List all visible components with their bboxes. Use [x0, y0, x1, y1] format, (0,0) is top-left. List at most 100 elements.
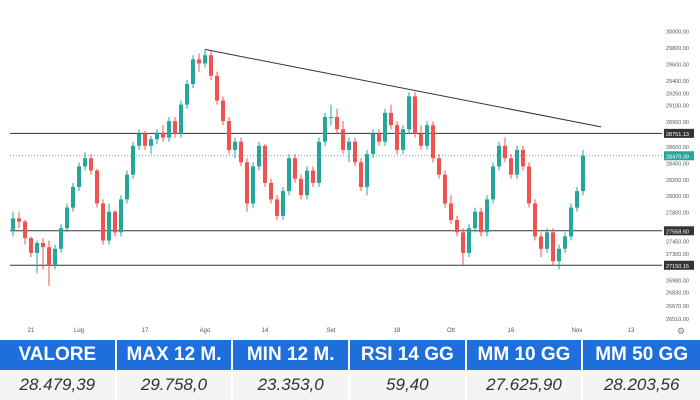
candle-body — [167, 121, 171, 138]
x-tick-label: 13 — [628, 328, 635, 334]
candle-body — [413, 96, 417, 134]
price-chart: 30000.00 29800.00 29600.00 29400.00 29250.00… — [10, 29, 694, 337]
candle-body — [35, 243, 39, 253]
y-tick-label: 27450.00 — [666, 240, 689, 246]
candle-body — [203, 55, 207, 64]
candle-body — [455, 219, 459, 233]
candle-body — [197, 59, 201, 64]
candle-body — [341, 129, 345, 150]
level-price-tag — [664, 226, 694, 236]
candle-body — [431, 125, 435, 159]
candle-body — [293, 158, 297, 179]
candle-body — [125, 174, 129, 200]
level-price-label: 27568.60 — [666, 229, 689, 235]
candle-body — [449, 203, 453, 220]
candle-body — [545, 232, 549, 249]
candle-body — [257, 145, 261, 167]
candle-body — [263, 145, 267, 183]
candle-body — [209, 55, 213, 76]
candle-body — [359, 162, 363, 188]
last-price-tag — [664, 151, 694, 161]
candle-body — [161, 132, 165, 138]
candle-body — [371, 133, 375, 155]
level-price-tag — [664, 128, 694, 138]
candle-body — [215, 75, 219, 101]
stat-value: 28.479,39 — [19, 375, 96, 394]
y-tick-label: 26830.00 — [666, 291, 689, 297]
candle-body — [563, 236, 567, 249]
candle-body — [425, 125, 429, 146]
candle-body — [503, 145, 507, 159]
candle-body — [353, 141, 357, 163]
candle-body — [275, 199, 279, 216]
x-tick-label: Ott — [447, 328, 455, 334]
candle-body — [443, 174, 447, 204]
candle-body — [401, 129, 405, 150]
candle-body — [179, 104, 183, 134]
candle-body — [77, 166, 81, 188]
candle-body — [191, 59, 195, 85]
stat-value: 27.625,90 — [486, 375, 562, 394]
candle-body — [113, 211, 117, 233]
candle-body — [173, 121, 177, 134]
y-tick-label: 28900.00 — [666, 120, 689, 126]
candle-body — [185, 84, 189, 105]
candle-body — [317, 141, 321, 183]
stat-rsi-14gg: RSI 14 GG 59,40 — [349, 340, 467, 400]
y-tick-label: 30000.00 — [666, 29, 689, 35]
candle-body — [53, 248, 57, 266]
candle-body — [287, 158, 291, 192]
candle-body — [515, 149, 519, 175]
stat-mm-10gg: MM 10 GG 27.625,90 — [466, 340, 584, 400]
candle-body — [533, 203, 537, 237]
candle-body — [527, 166, 531, 204]
stat-header: VALORE — [0, 340, 115, 370]
stat-min-12m: MIN 12 M. 23.353,0 — [233, 340, 350, 400]
stat-value: 59,40 — [386, 375, 429, 394]
x-tick-label: Nov — [572, 328, 583, 334]
candle-body — [119, 199, 123, 233]
candle-body — [269, 182, 273, 200]
candle-body — [539, 236, 543, 249]
candle-body — [245, 162, 249, 204]
candle-body — [137, 133, 141, 146]
candle-body — [395, 125, 399, 150]
candle-body — [221, 100, 225, 122]
last-price-label: 28479.39 — [666, 154, 689, 160]
candle-body — [407, 96, 411, 130]
x-tick-label: 16 — [508, 328, 515, 334]
candle-body — [107, 211, 111, 241]
candle-body — [227, 121, 231, 150]
candle-body — [71, 187, 75, 208]
stat-valore: VALORE 28.479,39 — [0, 340, 117, 400]
candle-body — [323, 116, 327, 142]
candle-body — [575, 191, 579, 208]
x-tick-label: 21 — [28, 328, 35, 334]
candle-body — [473, 211, 477, 229]
level-price-label: 28751.13 — [666, 132, 689, 138]
candle-body — [299, 178, 303, 196]
y-tick-label: 28400.00 — [666, 161, 689, 167]
level-price-tag — [664, 260, 694, 270]
stat-value: 23.353,0 — [257, 375, 324, 394]
candle-body — [377, 133, 381, 142]
x-tick-label: Set — [326, 328, 335, 334]
candle-body — [491, 166, 495, 200]
chart-svg: 30000.00 29800.00 29600.00 29400.00 29250.00… — [10, 29, 694, 337]
x-tick-label: 18 — [394, 328, 401, 334]
candle-body — [239, 141, 243, 163]
y-tick-label: 28000.00 — [666, 194, 689, 200]
candle-body — [347, 141, 351, 150]
stat-value: 28.203,56 — [603, 375, 680, 394]
candle-body — [305, 170, 309, 196]
candle-body — [83, 158, 87, 167]
x-tick-label: 14 — [262, 328, 269, 334]
candle-body — [47, 247, 51, 266]
candle-body — [437, 158, 441, 175]
stats-table: VALORE 28.479,39 MAX 12 M. 29.758,0 MIN … — [0, 340, 700, 400]
y-tick-label: 26670.00 — [666, 304, 689, 310]
y-tick-label: 28600.00 — [666, 145, 689, 151]
y-tick-label: 26510.00 — [666, 317, 689, 323]
candle-body — [521, 149, 525, 167]
candle-body — [461, 232, 465, 253]
